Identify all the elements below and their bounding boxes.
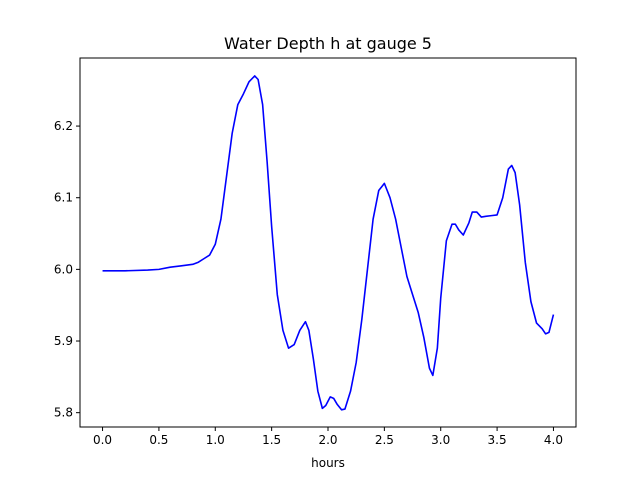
y-tick-label: 5.9 (54, 334, 73, 348)
y-axis-ticks: 5.8 5.9 6.0 6.1 6.2 (54, 119, 80, 420)
x-tick-label: 1.0 (206, 433, 225, 447)
y-tick-label: 5.8 (54, 406, 73, 420)
y-tick-label: 6.0 (54, 262, 73, 276)
x-tick-label: 2.5 (375, 433, 394, 447)
x-axis-ticks: 0.0 0.5 1.0 1.5 2.0 2.5 3.0 3.5 4.0 (93, 427, 563, 447)
x-axis-label: hours (311, 456, 345, 470)
x-tick-label: 1.5 (262, 433, 281, 447)
x-tick-label: 4.0 (544, 433, 563, 447)
x-tick-label: 3.5 (488, 433, 507, 447)
plot-frame (79, 57, 577, 428)
series-line (102, 75, 555, 411)
x-tick-label: 0.5 (149, 433, 168, 447)
x-tick-label: 0.0 (93, 433, 112, 447)
x-tick-label: 3.0 (431, 433, 450, 447)
y-tick-label: 6.2 (54, 119, 73, 133)
x-tick-label: 2.0 (318, 433, 337, 447)
y-tick-label: 6.1 (54, 191, 73, 205)
chart-title: Water Depth h at gauge 5 (224, 34, 432, 53)
